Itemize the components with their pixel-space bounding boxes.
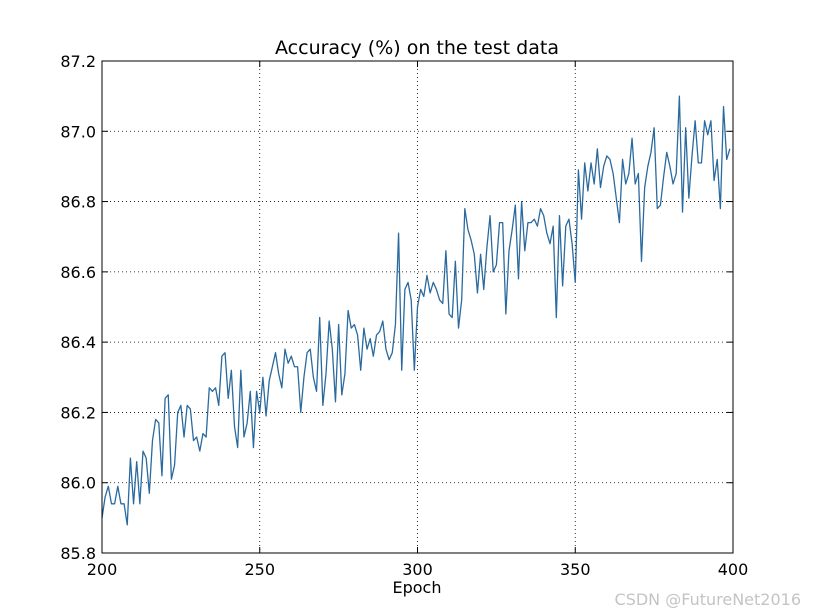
x-axis-label: Epoch [393,578,442,597]
x-tick-label: 250 [244,560,275,579]
series-layer [101,95,731,526]
y-tick-label: 85.8 [60,544,96,563]
tick-marks [101,60,734,554]
y-tick-label: 86.0 [60,474,96,493]
y-tick-label: 87.2 [60,52,96,71]
x-tick-label: 400 [718,560,749,579]
x-tick-label: 200 [87,560,118,579]
y-tick-label: 87.0 [60,122,96,141]
x-tick-label: 300 [402,560,433,579]
chart-title: Accuracy (%) on the test data [275,37,559,59]
y-tick-label: 86.6 [60,263,96,282]
y-tick-labels: 85.8 86.0 86.2 86.4 86.6 86.8 87.0 87.2 [60,52,96,563]
y-tick-label: 86.2 [60,403,96,422]
y-tick-label: 86.8 [60,193,96,212]
watermark-text: CSDN @FutureNet2016 [614,590,801,609]
x-tick-label: 350 [560,560,591,579]
accuracy-series-line [101,95,731,526]
x-tick-labels: 200 250 300 350 400 [87,560,749,579]
y-tick-label: 86.4 [60,333,96,352]
